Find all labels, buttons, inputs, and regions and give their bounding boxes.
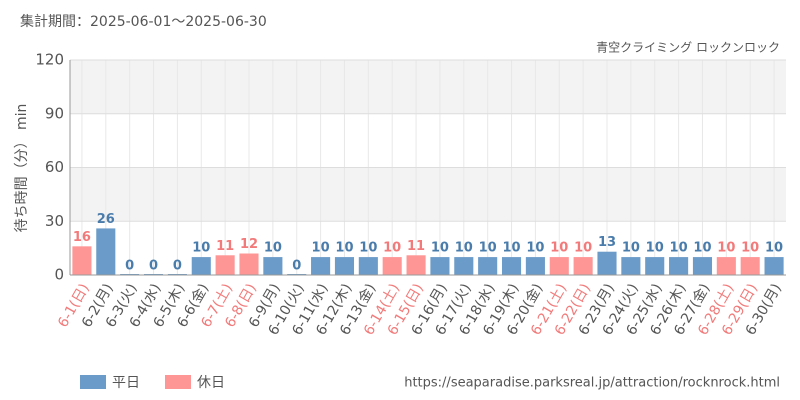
bar: [669, 257, 689, 275]
bar: [239, 253, 259, 275]
value-label: 10: [646, 241, 664, 256]
bar: [621, 257, 641, 275]
value-label: 0: [149, 259, 158, 274]
bar: [573, 257, 593, 275]
value-label: 10: [574, 241, 592, 256]
subtitle: 集計期間：2025-06-01～2025-06-30: [20, 13, 267, 30]
value-label: 0: [125, 259, 134, 274]
value-label: 10: [550, 241, 568, 256]
bar: [597, 251, 617, 275]
value-label: 10: [312, 241, 330, 256]
y-axis-label: 待ち時間（分） min: [14, 104, 30, 233]
chart-title: 青空クライミング ロックンロック: [596, 41, 780, 55]
legend-label: 平日: [112, 375, 140, 391]
value-label: 10: [335, 241, 353, 256]
grid-band: [70, 60, 786, 114]
y-tick-label: 90: [45, 104, 64, 122]
bar: [764, 257, 784, 275]
source: https://seaparadise.parksreal.jp/attract…: [404, 376, 780, 391]
bar: [740, 257, 760, 275]
bar: [549, 257, 569, 275]
value-label: 10: [264, 241, 282, 256]
value-label: 10: [670, 241, 688, 256]
bar: [358, 257, 378, 275]
value-label: 10: [192, 241, 210, 256]
bar: [334, 257, 355, 275]
value-label: 10: [526, 241, 544, 256]
value-label: 0: [173, 259, 182, 274]
value-label: 10: [479, 241, 497, 256]
value-label: 26: [97, 212, 115, 227]
value-label: 11: [216, 239, 234, 254]
bar: [430, 257, 450, 275]
bar: [454, 257, 474, 275]
bar: [406, 255, 426, 275]
value-label: 10: [741, 241, 759, 256]
value-label: 10: [765, 241, 783, 256]
y-tick-label: 120: [35, 51, 64, 69]
bar: [501, 257, 522, 275]
bar: [311, 257, 331, 275]
bar: [96, 228, 116, 275]
y-tick-label: 30: [45, 212, 64, 230]
bar: [191, 257, 211, 275]
value-label: 11: [407, 239, 425, 254]
value-label: 10: [502, 241, 520, 256]
value-label: 10: [431, 241, 449, 256]
bar: [263, 257, 283, 275]
bar: [215, 255, 235, 275]
value-label: 13: [598, 235, 616, 250]
bar: [692, 257, 713, 275]
value-label: 10: [383, 241, 401, 256]
bar: [72, 246, 92, 275]
value-label: 10: [717, 241, 735, 256]
y-tick-label: 0: [54, 266, 64, 284]
grid-band: [70, 167, 786, 222]
bar: [645, 257, 665, 275]
y-tick-label: 60: [45, 158, 64, 176]
bar: [382, 257, 402, 275]
value-label: 0: [292, 259, 301, 274]
value-label: 10: [622, 241, 640, 256]
value-label: 10: [359, 241, 377, 256]
value-label: 12: [240, 237, 258, 252]
legend-swatch: [165, 375, 191, 389]
legend-label: 休日: [197, 375, 225, 391]
legend-swatch: [80, 375, 106, 389]
value-label: 10: [693, 241, 711, 256]
bar: [525, 257, 545, 275]
value-label: 16: [73, 230, 91, 245]
bar: [478, 257, 498, 275]
bar: [716, 257, 736, 275]
value-label: 10: [455, 241, 473, 256]
